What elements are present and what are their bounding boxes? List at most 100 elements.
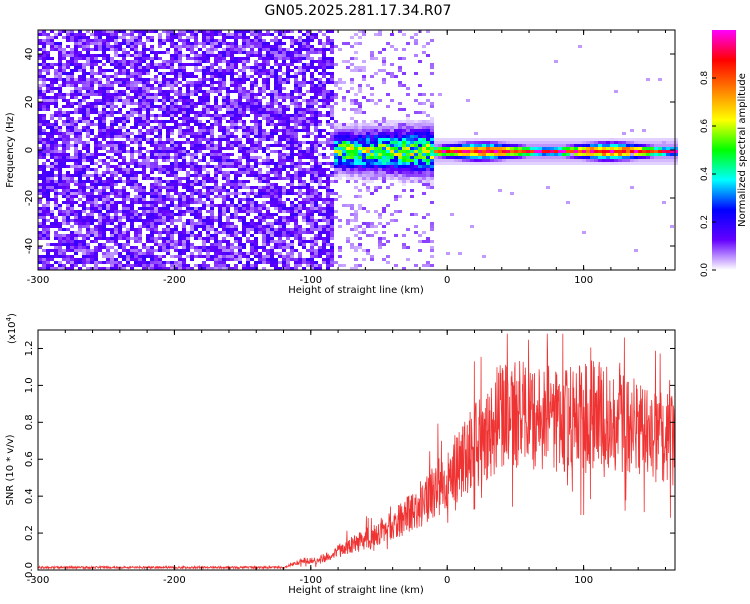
spectrogram-cell — [146, 102, 150, 105]
spectrogram-cell — [78, 222, 82, 225]
spectrogram-cell — [226, 132, 230, 135]
spectrogram-cell — [218, 33, 222, 36]
spectrogram-cell — [86, 228, 90, 231]
spectrogram-cell — [110, 165, 114, 168]
spectrogram-cell — [114, 90, 118, 93]
spectrogram-cell — [266, 210, 270, 213]
spectrogram-cell — [302, 69, 306, 72]
spectrogram-cell — [310, 243, 314, 246]
spectrogram-cell — [90, 129, 94, 132]
spectrogram-cell — [158, 135, 162, 138]
spectrogram-cell — [62, 189, 66, 192]
spectrogram-cell — [306, 123, 310, 126]
spectrogram-cell — [274, 45, 278, 48]
spectrogram-cell — [46, 243, 50, 246]
spectrogram-cell — [38, 213, 42, 216]
spectrogram-cell — [166, 132, 170, 135]
spectrogram-cell — [386, 174, 390, 177]
spectrogram-cell — [122, 78, 126, 81]
spectrogram-cell — [214, 204, 218, 207]
spectrogram-cell — [146, 36, 150, 39]
spectrogram-cell — [222, 222, 226, 225]
spectrogram-cell — [54, 144, 58, 147]
spectrogram-cell — [262, 237, 266, 240]
spectrogram-cell — [250, 264, 254, 267]
spectrogram-cell — [162, 126, 166, 129]
spectrogram-cell — [70, 33, 74, 36]
spectrogram-cell — [290, 258, 294, 261]
spectrogram-cell — [390, 138, 394, 141]
spectrogram-cell — [294, 213, 298, 216]
spectrogram-cell — [58, 111, 62, 114]
spectrogram-cell — [126, 243, 130, 246]
spectrogram-cell — [122, 123, 126, 126]
spectrogram-cell — [274, 57, 278, 60]
spectrogram-cell — [222, 246, 226, 249]
spectrogram-cell — [54, 180, 58, 183]
spectrogram-cell — [186, 174, 190, 177]
spectrogram-cell — [318, 234, 322, 237]
spectrogram-cell — [114, 213, 118, 216]
spectrogram-cell — [130, 258, 134, 261]
spectrogram-cell — [358, 138, 362, 141]
spectrogram-cell — [66, 216, 70, 219]
spectrogram-cell — [126, 144, 130, 147]
spectrogram-cell — [362, 138, 366, 141]
spectrogram-cell — [110, 261, 114, 264]
spectrogram-cell — [254, 141, 258, 144]
spectrogram-cell — [250, 141, 254, 144]
spectrogram-cell — [194, 168, 198, 171]
spectrogram-cell — [134, 252, 138, 255]
spectrogram-cell — [118, 216, 122, 219]
spectrogram-cell — [98, 78, 102, 81]
spectrogram-cell — [122, 237, 126, 240]
spectrogram-cell — [282, 144, 286, 147]
spectrogram-cell — [74, 180, 78, 183]
spectrogram-cell — [270, 108, 274, 111]
spectrogram-cell — [186, 249, 190, 252]
spectrogram-cell — [198, 60, 202, 63]
spectrogram-cell — [222, 183, 226, 186]
spectrogram-cell — [242, 255, 246, 258]
spectrogram-cell — [338, 264, 342, 267]
spectrogram-cell — [58, 168, 62, 171]
spectrogram-cell — [230, 42, 234, 45]
spectrogram-cell — [86, 207, 90, 210]
spectrogram-cell — [210, 81, 214, 84]
spectrogram-cell — [42, 174, 46, 177]
spectrogram-cell — [202, 246, 206, 249]
spectrogram-cell — [278, 69, 282, 72]
spectrogram-cell — [50, 255, 54, 258]
spectrogram-cell — [386, 93, 390, 96]
spectrogram-cell — [218, 264, 222, 267]
spectrogram-cell — [306, 162, 310, 165]
spectrogram-cell — [146, 99, 150, 102]
spectrogram-cell — [354, 150, 358, 153]
spectrogram-cell — [286, 153, 290, 156]
spectrogram-cell — [102, 252, 106, 255]
spectrogram-cell — [66, 39, 70, 42]
spectrogram-cell — [206, 237, 210, 240]
spectrogram-cell — [122, 150, 126, 153]
spectrogram-cell — [294, 198, 298, 201]
spectrogram-cell — [142, 54, 146, 57]
spectrogram-cell — [302, 33, 306, 36]
spectrogram-cell — [274, 36, 278, 39]
spectrogram-cell — [118, 195, 122, 198]
spectrogram-cell — [314, 90, 318, 93]
spectrogram-cell — [166, 249, 170, 252]
spectrogram-cell — [370, 171, 374, 174]
spectrogram-cell — [146, 132, 150, 135]
spectrogram-cell — [190, 81, 194, 84]
spectrogram-cell — [182, 267, 186, 270]
spectrogram-cell — [138, 117, 142, 120]
spectrogram-cell — [378, 123, 382, 126]
spectrogram-cell — [154, 264, 158, 267]
spectrogram-cell — [286, 132, 290, 135]
spectrogram-cell — [78, 45, 82, 48]
spectrogram-cell — [42, 165, 46, 168]
spectrogram-cell — [214, 180, 218, 183]
spectrogram-cell — [62, 63, 66, 66]
spectrogram-cell — [154, 96, 158, 99]
spectrogram-cell — [182, 249, 186, 252]
